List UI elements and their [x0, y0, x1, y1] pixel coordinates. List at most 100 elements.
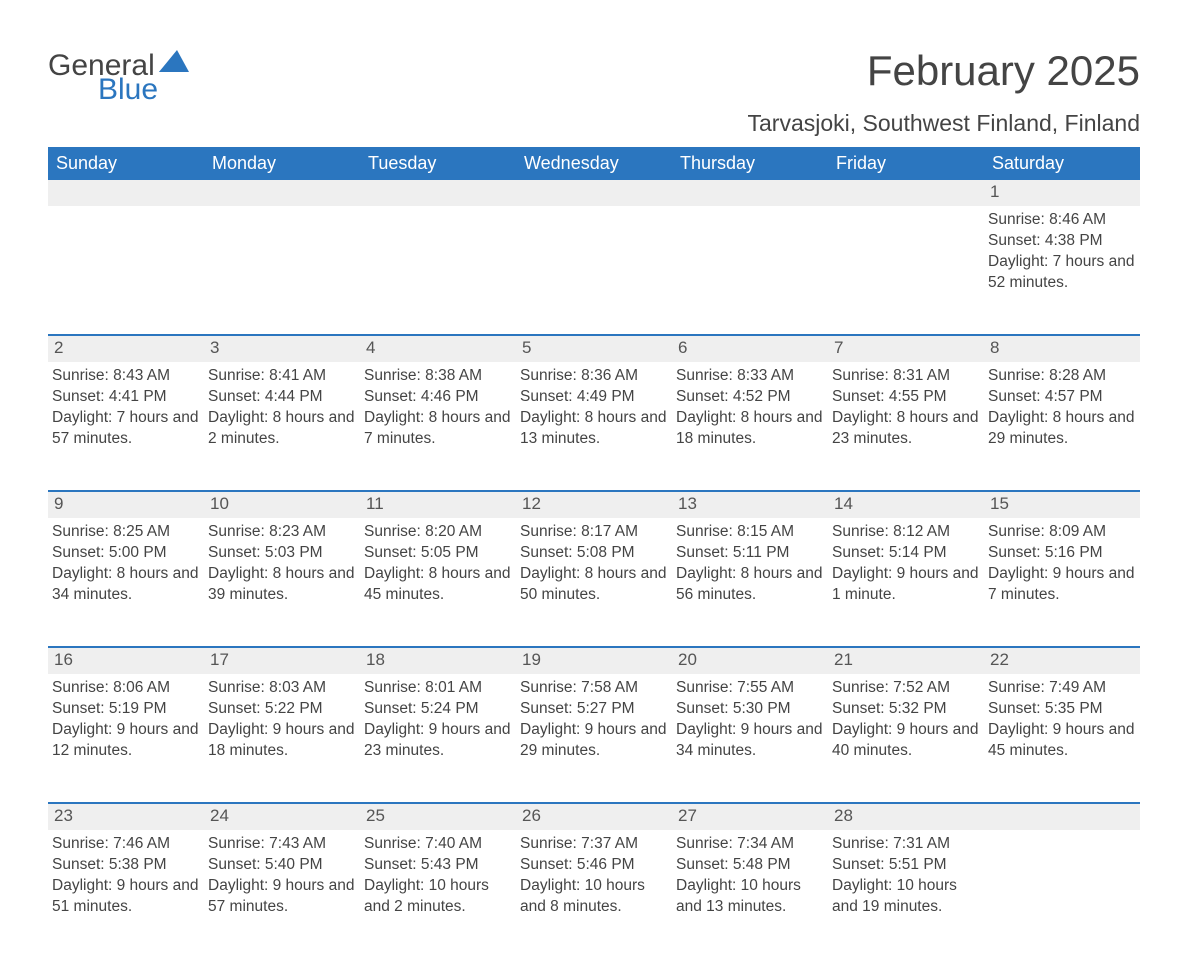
- day-number: 4: [360, 334, 516, 362]
- daylight-line: Daylight: 9 hours and 34 minutes.: [676, 720, 824, 762]
- sunset-line: Sunset: 5:11 PM: [676, 543, 824, 564]
- sunset-line: Sunset: 4:44 PM: [208, 387, 356, 408]
- day-cell: Sunrise: 7:43 AMSunset: 5:40 PMDaylight:…: [204, 830, 360, 932]
- daylight-line: Daylight: 8 hours and 39 minutes.: [208, 564, 356, 606]
- sunrise-line: Sunrise: 8:31 AM: [832, 366, 980, 387]
- day-number: 11: [360, 490, 516, 518]
- day-number: 18: [360, 646, 516, 674]
- day-number: 8: [984, 334, 1140, 362]
- daylight-line: Daylight: 7 hours and 52 minutes.: [988, 252, 1136, 294]
- day-cell: Sunrise: 8:09 AMSunset: 5:16 PMDaylight:…: [984, 518, 1140, 620]
- day-number: 15: [984, 490, 1140, 518]
- sunrise-line: Sunrise: 8:41 AM: [208, 366, 356, 387]
- sunset-line: Sunset: 5:19 PM: [52, 699, 200, 720]
- daylight-line: Daylight: 9 hours and 45 minutes.: [988, 720, 1136, 762]
- day-cell: Sunrise: 7:52 AMSunset: 5:32 PMDaylight:…: [828, 674, 984, 776]
- daylight-line: Daylight: 8 hours and 13 minutes.: [520, 408, 668, 450]
- sunrise-line: Sunrise: 8:03 AM: [208, 678, 356, 699]
- daylight-line: Daylight: 10 hours and 8 minutes.: [520, 876, 668, 918]
- daylight-line: Daylight: 10 hours and 19 minutes.: [832, 876, 980, 918]
- sunset-line: Sunset: 5:43 PM: [364, 855, 512, 876]
- day-number: 24: [204, 802, 360, 830]
- day-cell: Sunrise: 7:31 AMSunset: 5:51 PMDaylight:…: [828, 830, 984, 932]
- daylight-line: Daylight: 8 hours and 18 minutes.: [676, 408, 824, 450]
- sunrise-line: Sunrise: 7:52 AM: [832, 678, 980, 699]
- brand-logo: General Blue: [48, 50, 189, 105]
- sunrise-line: Sunrise: 8:36 AM: [520, 366, 668, 387]
- day-number: [672, 180, 828, 206]
- day-cell: Sunrise: 7:55 AMSunset: 5:30 PMDaylight:…: [672, 674, 828, 776]
- day-number: 22: [984, 646, 1140, 674]
- sunrise-line: Sunrise: 7:34 AM: [676, 834, 824, 855]
- day-cell: Sunrise: 8:20 AMSunset: 5:05 PMDaylight:…: [360, 518, 516, 620]
- daylight-line: Daylight: 10 hours and 13 minutes.: [676, 876, 824, 918]
- sunset-line: Sunset: 5:40 PM: [208, 855, 356, 876]
- day-number: 1: [984, 180, 1140, 206]
- sunset-line: Sunset: 5:38 PM: [52, 855, 200, 876]
- weekday-header: Wednesday: [516, 147, 672, 180]
- day-number: 2: [48, 334, 204, 362]
- sunrise-line: Sunrise: 7:46 AM: [52, 834, 200, 855]
- day-number: 20: [672, 646, 828, 674]
- day-number: 16: [48, 646, 204, 674]
- day-number: 5: [516, 334, 672, 362]
- day-number: 9: [48, 490, 204, 518]
- day-cell: Sunrise: 8:06 AMSunset: 5:19 PMDaylight:…: [48, 674, 204, 776]
- daylight-line: Daylight: 9 hours and 18 minutes.: [208, 720, 356, 762]
- location: Tarvasjoki, Southwest Finland, Finland: [748, 110, 1140, 137]
- daylight-line: Daylight: 9 hours and 57 minutes.: [208, 876, 356, 918]
- calendar-page: General Blue February 2025 Tarvasjoki, S…: [0, 0, 1188, 918]
- day-number: 28: [828, 802, 984, 830]
- day-cell: Sunrise: 8:41 AMSunset: 4:44 PMDaylight:…: [204, 362, 360, 464]
- sunset-line: Sunset: 5:51 PM: [832, 855, 980, 876]
- day-cell: Sunrise: 8:25 AMSunset: 5:00 PMDaylight:…: [48, 518, 204, 620]
- day-cell: Sunrise: 7:34 AMSunset: 5:48 PMDaylight:…: [672, 830, 828, 932]
- day-number: 12: [516, 490, 672, 518]
- daylight-line: Daylight: 8 hours and 50 minutes.: [520, 564, 668, 606]
- sunrise-line: Sunrise: 8:15 AM: [676, 522, 824, 543]
- day-cell: Sunrise: 8:31 AMSunset: 4:55 PMDaylight:…: [828, 362, 984, 464]
- daylight-line: Daylight: 9 hours and 40 minutes.: [832, 720, 980, 762]
- brand-part2: Blue: [98, 75, 189, 105]
- day-number: 3: [204, 334, 360, 362]
- sunset-line: Sunset: 5:32 PM: [832, 699, 980, 720]
- sunrise-line: Sunrise: 8:46 AM: [988, 210, 1136, 231]
- sunset-line: Sunset: 5:08 PM: [520, 543, 668, 564]
- daylight-line: Daylight: 9 hours and 23 minutes.: [364, 720, 512, 762]
- day-number: [984, 802, 1140, 830]
- sunrise-line: Sunrise: 8:23 AM: [208, 522, 356, 543]
- day-cell: Sunrise: 8:17 AMSunset: 5:08 PMDaylight:…: [516, 518, 672, 620]
- daylight-line: Daylight: 8 hours and 29 minutes.: [988, 408, 1136, 450]
- sunset-line: Sunset: 5:05 PM: [364, 543, 512, 564]
- day-cell: Sunrise: 8:15 AMSunset: 5:11 PMDaylight:…: [672, 518, 828, 620]
- sunset-line: Sunset: 4:41 PM: [52, 387, 200, 408]
- sunrise-line: Sunrise: 8:20 AM: [364, 522, 512, 543]
- sunset-line: Sunset: 4:38 PM: [988, 231, 1136, 252]
- daylight-line: Daylight: 9 hours and 7 minutes.: [988, 564, 1136, 606]
- sunrise-line: Sunrise: 8:06 AM: [52, 678, 200, 699]
- daylight-line: Daylight: 8 hours and 23 minutes.: [832, 408, 980, 450]
- sunset-line: Sunset: 5:03 PM: [208, 543, 356, 564]
- sunset-line: Sunset: 5:30 PM: [676, 699, 824, 720]
- day-number: [360, 180, 516, 206]
- sunset-line: Sunset: 4:52 PM: [676, 387, 824, 408]
- sail-icon: [159, 50, 189, 77]
- weekday-header: Tuesday: [360, 147, 516, 180]
- sunrise-line: Sunrise: 8:28 AM: [988, 366, 1136, 387]
- day-cell: Sunrise: 7:46 AMSunset: 5:38 PMDaylight:…: [48, 830, 204, 932]
- day-number: 17: [204, 646, 360, 674]
- day-number: 25: [360, 802, 516, 830]
- sunrise-line: Sunrise: 8:01 AM: [364, 678, 512, 699]
- sunset-line: Sunset: 5:48 PM: [676, 855, 824, 876]
- sunrise-line: Sunrise: 8:38 AM: [364, 366, 512, 387]
- weekday-header: Monday: [204, 147, 360, 180]
- day-number: 23: [48, 802, 204, 830]
- day-cell: Sunrise: 8:12 AMSunset: 5:14 PMDaylight:…: [828, 518, 984, 620]
- sunset-line: Sunset: 4:55 PM: [832, 387, 980, 408]
- day-cell: Sunrise: 8:23 AMSunset: 5:03 PMDaylight:…: [204, 518, 360, 620]
- daylight-line: Daylight: 9 hours and 12 minutes.: [52, 720, 200, 762]
- sunset-line: Sunset: 5:35 PM: [988, 699, 1136, 720]
- day-number: 26: [516, 802, 672, 830]
- sunset-line: Sunset: 4:49 PM: [520, 387, 668, 408]
- sunset-line: Sunset: 4:57 PM: [988, 387, 1136, 408]
